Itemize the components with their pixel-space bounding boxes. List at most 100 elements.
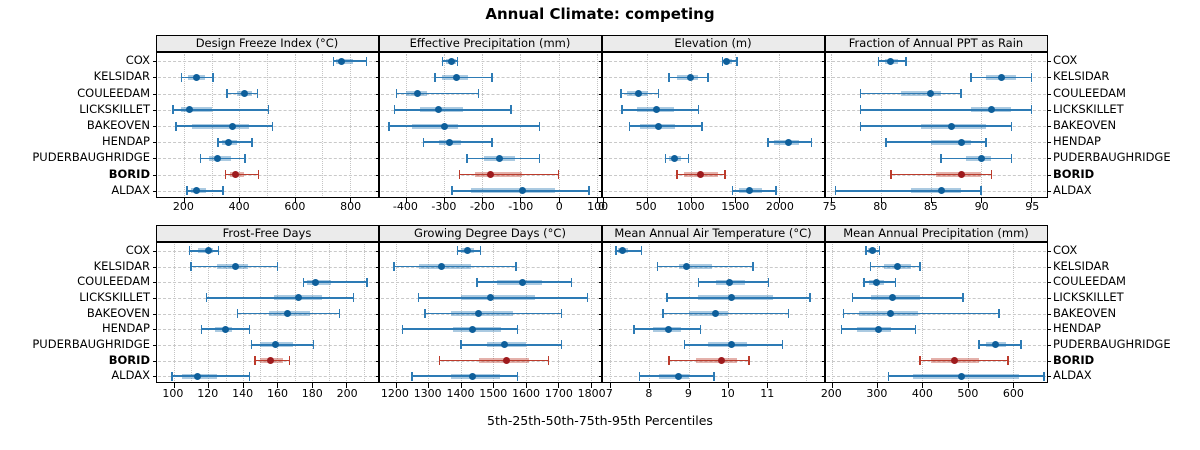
whisker-cap-high [477, 89, 480, 99]
gridline-vertical [482, 54, 484, 196]
whisker-line [698, 281, 769, 283]
whisker-cap-high [538, 121, 541, 131]
whisker-cap-high [547, 356, 550, 365]
median-dot [635, 90, 643, 98]
gridline-vertical [930, 54, 932, 196]
station-label-right-kelsidar: KELSIDAR [1053, 69, 1110, 84]
axis-tick-label: 10 [720, 387, 735, 400]
axis-tick [779, 198, 781, 203]
row-tick-left [598, 93, 603, 95]
gridline-vertical [184, 54, 186, 196]
whisker-line [412, 375, 518, 377]
whisker-cap-low [401, 324, 403, 334]
panel-design-freeze-index [152, 52, 382, 203]
whisker-cap-low [393, 105, 396, 115]
axis-tick [493, 383, 495, 388]
whisker-cap-high [288, 356, 291, 365]
panel-mean-annual-air-temperature [598, 242, 828, 388]
station-label-left-lickskillet: LICKSKILLET [79, 101, 150, 116]
gridline-horizontal [157, 93, 377, 95]
panel-strip-frost-free-days: Frost-Free Days [155, 225, 379, 242]
whisker-cap-low [422, 137, 425, 147]
station-label-right-lickskillet: LICKSKILLET [1053, 289, 1124, 304]
median-dot [486, 294, 494, 302]
row-tick-left [152, 126, 157, 127]
whisker-cap-high [1030, 105, 1033, 115]
median-dot [228, 122, 236, 130]
station-label-left-borid: BORID [108, 352, 150, 367]
whisker-cap-high [707, 72, 709, 82]
gridline-vertical [832, 244, 834, 381]
whisker-cap-low [205, 293, 208, 303]
station-label-left-hendap: HENDAP [102, 321, 150, 336]
whisker-line [920, 359, 1009, 362]
row-tick-left [375, 360, 380, 362]
median-dot [728, 294, 736, 302]
axis-tick [735, 198, 737, 203]
row-tick-left [152, 344, 157, 346]
median-dot [745, 187, 753, 195]
station-label-right-aldax: ALDAX [1053, 368, 1092, 383]
axis-tick [832, 383, 834, 388]
whisker-cap-low [662, 309, 664, 318]
axis-tick-label: 75 [822, 200, 837, 213]
axis-tick [277, 383, 279, 388]
row-tick-left [821, 344, 826, 346]
axis-tick [525, 383, 527, 388]
median-dot [869, 247, 877, 255]
whisker-cap-low [851, 293, 854, 303]
row-tick-left [375, 313, 380, 315]
axis-tick-label: 200 [172, 200, 194, 213]
median-dot [232, 263, 240, 270]
axis-tick [406, 198, 408, 203]
gridline-vertical [525, 244, 527, 381]
gridline-vertical [191, 244, 193, 381]
whisker-cap-low [200, 324, 203, 334]
whisker-cap-high [222, 186, 224, 196]
whisker-cap-low [188, 246, 191, 256]
station-label-right-couleedam: COULEEDAM [1053, 274, 1126, 289]
whisker-cap-low [676, 170, 678, 180]
whisker-cap-high [538, 153, 541, 163]
row-tick-right [1046, 376, 1051, 378]
gridline-vertical [363, 244, 365, 381]
median-dot [193, 187, 201, 195]
whisker-cap-low [842, 309, 845, 318]
gridline-horizontal [603, 109, 823, 111]
median-dot [718, 357, 726, 364]
axis-tick [1031, 198, 1033, 203]
iqr-band [698, 295, 773, 301]
whisker-cap-high [516, 324, 519, 334]
median-dot [950, 357, 958, 364]
row-tick-left [152, 266, 157, 268]
gridline-vertical [1031, 54, 1033, 196]
whisker-cap-low [441, 56, 444, 66]
whisker-cap-low [978, 340, 980, 350]
row-tick-right [1046, 313, 1051, 315]
whisker-cap-low [236, 309, 239, 318]
whisker-cap-high [366, 277, 368, 287]
gridline-horizontal [157, 250, 377, 252]
axis-tick-label: 100 [587, 200, 609, 213]
row-tick-left [598, 158, 603, 160]
axis-tick-label: 1400 [446, 387, 475, 400]
axis-tick-label: 1500 [721, 200, 750, 213]
station-label-right-puderbaughridge: PUDERBAUGHRIDGE [1053, 336, 1171, 351]
axis-tick-label: 120 [197, 387, 219, 400]
axis-tick-label: 300 [866, 387, 888, 400]
gridline-vertical [211, 54, 213, 196]
axis-tick-label: 0 [555, 200, 563, 213]
whisker-cap-high [697, 105, 700, 115]
gridline-horizontal [603, 329, 823, 331]
whisker-line [251, 344, 314, 346]
whisker-line [978, 344, 1021, 346]
iqr-band [181, 107, 212, 113]
median-dot [670, 154, 678, 162]
row-tick-left [375, 174, 380, 176]
station-label-left-bakeoven: BAKEOVEN [86, 305, 150, 320]
whisker-cap-low [885, 137, 887, 147]
median-dot [957, 171, 965, 179]
whisker-cap-low [668, 72, 670, 82]
gridline-vertical [311, 244, 313, 381]
station-label-left-aldax: ALDAX [111, 182, 150, 197]
